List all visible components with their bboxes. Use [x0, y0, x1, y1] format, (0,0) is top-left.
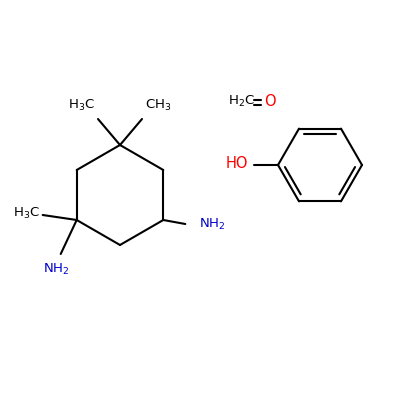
Text: $\mathregular{H_3C}$: $\mathregular{H_3C}$ [13, 206, 40, 220]
Text: HO: HO [226, 156, 248, 172]
Text: $\mathregular{CH_3}$: $\mathregular{CH_3}$ [145, 98, 172, 113]
Text: O: O [264, 94, 276, 108]
Text: $\mathregular{NH_2}$: $\mathregular{NH_2}$ [43, 262, 70, 277]
Text: $\mathregular{H_2C}$: $\mathregular{H_2C}$ [228, 94, 255, 108]
Text: $\mathregular{NH_2}$: $\mathregular{NH_2}$ [199, 216, 226, 232]
Text: $\mathregular{H_3C}$: $\mathregular{H_3C}$ [68, 98, 95, 113]
